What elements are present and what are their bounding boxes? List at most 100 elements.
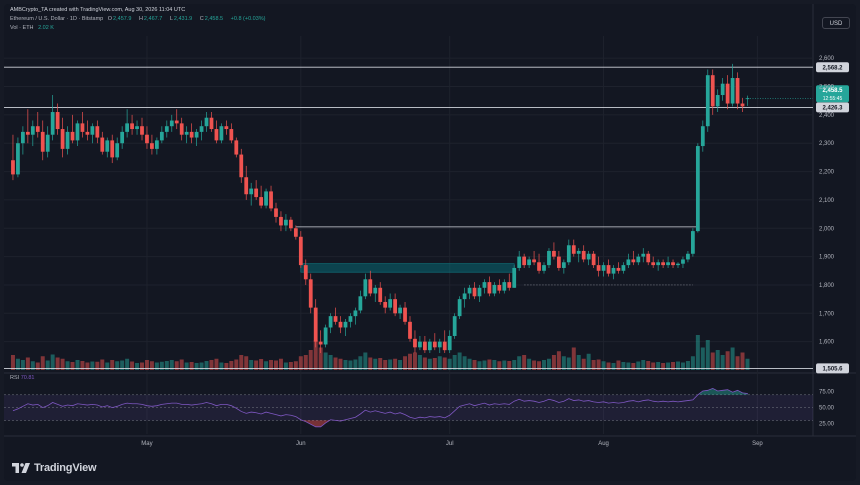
candle — [482, 279, 487, 294]
candle-body — [328, 316, 333, 328]
volume-bar — [343, 360, 348, 370]
candle — [95, 120, 100, 144]
candle-body — [666, 262, 670, 266]
chart-frame: 2,568.2 2,426.3 1,505.6 2,458.5 12:55:45 1,60… — [4, 4, 856, 481]
candle-body — [601, 265, 606, 271]
time-tick-label: May — [141, 441, 152, 447]
candle — [393, 293, 397, 317]
volume-bar — [690, 356, 695, 370]
chart-canvas[interactable]: 2,568.2 2,426.3 1,505.6 2,458.5 12:55:45 1,60… — [4, 4, 856, 481]
volume-bar — [169, 360, 174, 370]
candle-body — [730, 78, 735, 104]
candle — [303, 259, 308, 285]
candle — [363, 273, 368, 300]
candle-body — [442, 341, 447, 351]
level-label-box — [816, 62, 849, 73]
candle-body — [16, 143, 20, 175]
candle-body — [159, 131, 164, 141]
candle-body — [80, 123, 85, 132]
candle-body — [145, 134, 149, 144]
candle — [60, 117, 65, 158]
volume-bar — [621, 362, 626, 370]
candle-body — [452, 316, 457, 336]
candle — [735, 72, 740, 110]
candle-body — [566, 245, 571, 263]
volume-bar — [487, 359, 492, 370]
candle — [65, 126, 70, 155]
candle-body — [179, 123, 184, 135]
candle-body — [462, 293, 467, 300]
candle — [571, 239, 576, 257]
candle — [254, 180, 259, 200]
candle-body — [25, 131, 30, 135]
candle-body — [542, 265, 546, 271]
candle-body — [691, 231, 695, 254]
candle-body — [259, 197, 263, 206]
candle — [656, 259, 661, 271]
volume-bar — [204, 361, 209, 370]
volume-bar — [740, 352, 745, 370]
volume-bar — [189, 362, 194, 370]
candle-body — [234, 140, 239, 155]
candle-body — [527, 259, 531, 266]
volume-bar — [110, 360, 115, 370]
candle-body — [318, 341, 323, 345]
candle-body — [492, 284, 497, 294]
candle-body — [512, 267, 517, 288]
volume-bar — [497, 361, 502, 370]
candle — [557, 250, 561, 271]
candle-body — [552, 250, 556, 257]
candle — [40, 120, 45, 161]
volume-bar — [20, 360, 25, 370]
candle — [179, 117, 184, 141]
ohlc-close: C2,458.5 — [199, 16, 224, 22]
candle — [373, 284, 378, 302]
candle — [671, 259, 675, 268]
candle — [21, 126, 25, 155]
candle — [358, 290, 363, 314]
candle-body — [373, 287, 378, 294]
volume-bar — [502, 360, 507, 370]
rsi-tick-label: 75.00 — [819, 390, 835, 396]
candle-body — [155, 140, 159, 149]
volume-bar — [601, 361, 606, 370]
candle — [50, 95, 55, 141]
volume-bar — [636, 361, 641, 370]
time-tick-label: Jun — [296, 441, 306, 447]
candle — [601, 262, 606, 277]
candle — [427, 338, 432, 353]
volume-bar — [661, 363, 666, 370]
candle — [264, 188, 268, 209]
brand[interactable]: TradingView — [12, 462, 97, 474]
candle — [616, 262, 621, 274]
candle — [413, 330, 417, 353]
candle-body — [323, 327, 328, 345]
price-tick-label: 2,600 — [819, 56, 835, 62]
candle — [279, 211, 283, 232]
candle — [75, 120, 80, 147]
symbol-legend: Ethereum / U.S. Dollar · 1D · Bitstamp O… — [10, 16, 269, 22]
currency-button[interactable]: USD — [822, 17, 850, 29]
volume-bar — [631, 363, 636, 370]
candle — [323, 324, 328, 348]
candle-body — [621, 265, 626, 271]
candle-body — [581, 250, 586, 260]
volume-bar — [432, 358, 437, 370]
candle-body — [611, 267, 616, 274]
volume-bar — [254, 360, 259, 370]
volume-bar — [437, 356, 442, 370]
candle-body — [224, 126, 229, 130]
candle-body — [561, 262, 566, 268]
volume-bar — [363, 352, 368, 370]
price-tick-label: 2,500 — [819, 85, 835, 91]
volume-bar — [229, 361, 234, 370]
volume-bar — [507, 361, 512, 370]
candle — [105, 137, 110, 158]
volume-bar — [537, 361, 542, 370]
volume-bar — [730, 347, 735, 370]
price-tick-label: 2,100 — [819, 198, 835, 204]
candle-body — [671, 262, 675, 266]
candle-body — [606, 265, 611, 274]
candle-body — [403, 307, 407, 322]
candle-body — [100, 137, 105, 152]
